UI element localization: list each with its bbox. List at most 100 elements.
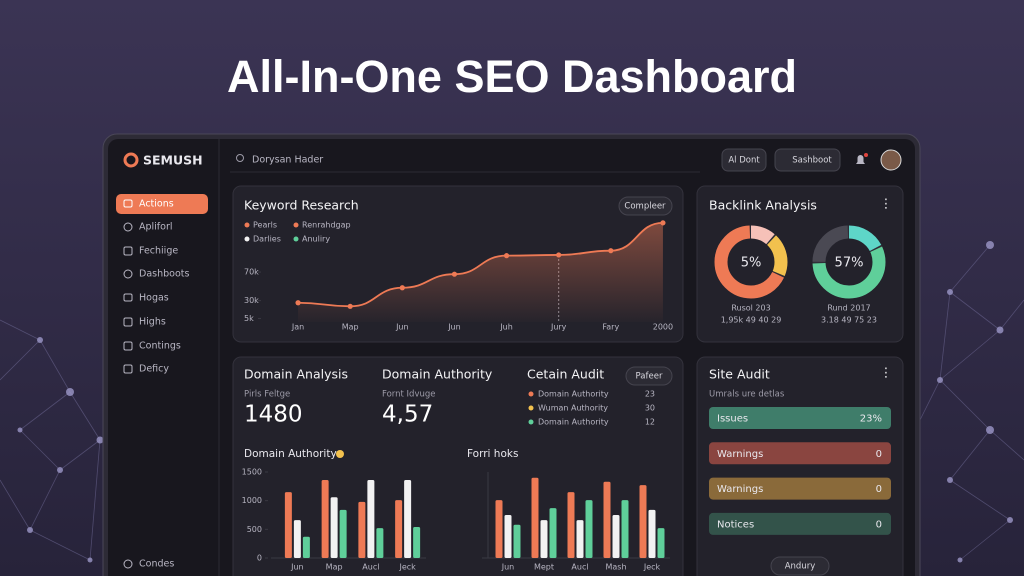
card-button[interactable]: Pafeer bbox=[636, 372, 663, 382]
legend-label: Anuliry bbox=[302, 235, 330, 244]
menu-icon[interactable]: ⋮ bbox=[880, 365, 893, 380]
x-tick-label: Jeck bbox=[643, 563, 661, 572]
donut-stats: 3.18 49 75 23 bbox=[821, 316, 877, 325]
nav-item[interactable]: Highs bbox=[139, 317, 166, 328]
point bbox=[608, 248, 614, 254]
y-tick-label: 500 bbox=[247, 525, 262, 534]
card-button-bg[interactable] bbox=[618, 196, 673, 216]
top-button[interactable]: Al Dont bbox=[728, 156, 760, 166]
line bbox=[298, 221, 663, 308]
nav-item[interactable]: Fechiige bbox=[139, 246, 178, 257]
nav-item[interactable]: Actions bbox=[139, 199, 174, 210]
donut-caption: Rund 2017 bbox=[827, 304, 870, 313]
logo: SEMUSH bbox=[143, 153, 203, 168]
bar bbox=[639, 485, 647, 558]
x-tick-label: Jun bbox=[290, 563, 304, 572]
nav-item[interactable]: Hogas bbox=[139, 293, 169, 304]
search-icon bbox=[236, 154, 244, 162]
search-input[interactable]: Dorysan Hader bbox=[252, 155, 323, 166]
nav-item[interactable]: Apliforl bbox=[139, 222, 173, 233]
card-button[interactable]: Andury bbox=[785, 562, 816, 572]
bar bbox=[321, 480, 329, 558]
x-tick-label: Map bbox=[342, 323, 359, 332]
nav-item[interactable]: Contings bbox=[139, 341, 181, 352]
status-row bbox=[709, 407, 891, 429]
top-button[interactable]: Sashboot bbox=[792, 156, 832, 166]
x-tick-label: Mept bbox=[534, 563, 554, 572]
x-tick-label: 2000 bbox=[653, 323, 673, 332]
legend-dot bbox=[293, 222, 299, 228]
backlink-card bbox=[696, 185, 904, 343]
nav-footer[interactable]: Condes bbox=[139, 559, 174, 570]
donut-stats: 1,95k 49 40 29 bbox=[721, 316, 782, 325]
legend-dot bbox=[244, 236, 250, 242]
y-tick-label: 1500 bbox=[242, 468, 262, 477]
chart-title: Domain Authority bbox=[244, 448, 337, 460]
nav-item[interactable]: Dashboots bbox=[139, 269, 189, 280]
bar bbox=[293, 520, 301, 558]
audit-dot bbox=[528, 405, 534, 411]
audit-label: Wuman Authority bbox=[538, 404, 608, 413]
card-button-bg[interactable] bbox=[770, 556, 830, 576]
bar bbox=[576, 520, 584, 558]
x-tick-label: Jan bbox=[291, 323, 304, 332]
point bbox=[451, 271, 458, 277]
bar bbox=[495, 500, 503, 558]
status-label: Warnings bbox=[717, 484, 763, 495]
bar bbox=[540, 520, 548, 558]
legend-dot bbox=[244, 222, 250, 228]
status-label: Issues bbox=[717, 414, 748, 425]
card-button[interactable]: Compleer bbox=[624, 202, 666, 212]
audit-list: Domain Authority 23 Wuman Authority 30 Domai… bbox=[528, 390, 655, 427]
audit-dot bbox=[528, 419, 534, 425]
bar bbox=[603, 481, 611, 558]
x-tick-label: Juh bbox=[499, 323, 513, 332]
bar bbox=[513, 524, 521, 558]
bar bbox=[358, 501, 366, 558]
top-button-bg[interactable] bbox=[774, 148, 841, 172]
donut-center-label: 57% bbox=[835, 256, 864, 271]
bar bbox=[284, 492, 292, 558]
bar bbox=[549, 508, 557, 558]
bar bbox=[302, 536, 310, 558]
menu-icon[interactable]: ⋮ bbox=[880, 196, 893, 211]
donut-caption: Rusol 203 bbox=[731, 304, 770, 313]
status-label: Notices bbox=[717, 519, 754, 530]
top-button-bg[interactable] bbox=[721, 148, 767, 172]
point bbox=[503, 253, 510, 259]
x-tick-label: Fary bbox=[602, 323, 619, 332]
status-value: 23% bbox=[860, 414, 882, 425]
bell-icon[interactable] bbox=[856, 155, 865, 164]
card-button-bg[interactable] bbox=[625, 366, 673, 386]
point bbox=[399, 285, 405, 291]
bar bbox=[339, 509, 347, 558]
metric-subtitle: Fornt Idvuge bbox=[382, 390, 436, 400]
nav-icons bbox=[123, 199, 133, 569]
metric-value: 1480 bbox=[244, 402, 303, 428]
point bbox=[295, 300, 301, 306]
audit-value: 12 bbox=[645, 418, 655, 427]
area-fill bbox=[298, 222, 663, 322]
bar bbox=[612, 515, 620, 558]
bar bbox=[404, 480, 412, 558]
audit-label: Domain Authority bbox=[538, 418, 609, 427]
status-row bbox=[709, 477, 891, 500]
y-tick-label: 70k bbox=[244, 268, 259, 277]
y-tick-label: 30k bbox=[244, 296, 259, 305]
site-audit-list: Issues 23% Warnings 0 Warnings 0 Notices 0 bbox=[709, 407, 891, 535]
active-nav-bg[interactable] bbox=[116, 194, 208, 214]
donut-center-label: 5% bbox=[741, 256, 762, 271]
status-label: Warnings bbox=[717, 449, 763, 460]
bar bbox=[648, 509, 656, 558]
status-row bbox=[709, 442, 891, 465]
donut-segment bbox=[714, 225, 788, 299]
x-tick-label: Map bbox=[326, 563, 343, 572]
avatar[interactable] bbox=[880, 149, 902, 171]
nav-item[interactable]: Deficy bbox=[139, 364, 169, 375]
audit-dot bbox=[528, 391, 534, 397]
card-title: Backlink Analysis bbox=[709, 198, 817, 213]
donut-segment bbox=[812, 225, 886, 299]
status-row bbox=[709, 512, 891, 535]
x-tick-label: Aucl bbox=[571, 563, 588, 572]
bar bbox=[376, 528, 384, 558]
